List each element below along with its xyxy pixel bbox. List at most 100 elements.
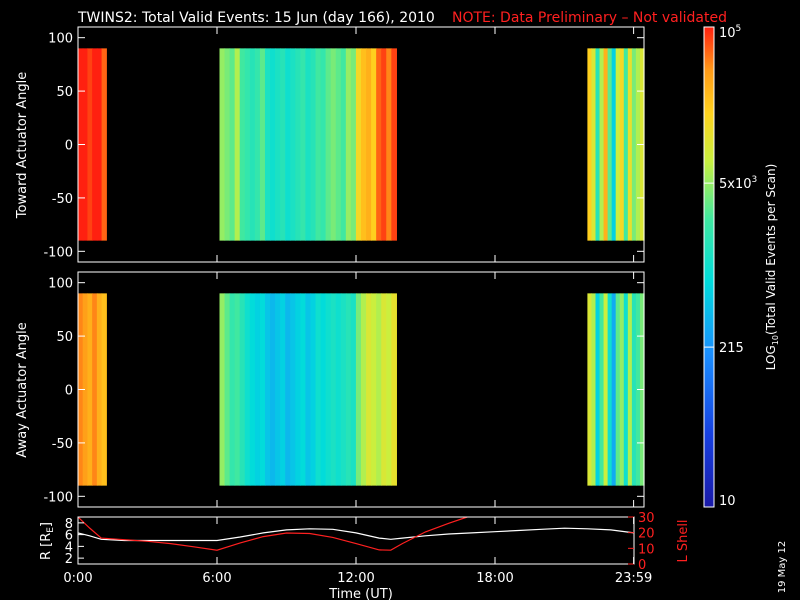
toward-cell bbox=[295, 48, 301, 241]
away-cell bbox=[391, 293, 397, 486]
toward-cell bbox=[603, 48, 609, 241]
away-cell bbox=[290, 293, 296, 486]
away-cell bbox=[300, 293, 307, 486]
toward-cell bbox=[219, 48, 226, 241]
toward-cell bbox=[361, 48, 367, 241]
away-cell bbox=[310, 293, 317, 486]
toward-cell bbox=[391, 48, 397, 241]
toward-cell bbox=[627, 48, 633, 241]
toward-cell bbox=[300, 48, 307, 241]
toward-cell bbox=[386, 48, 392, 241]
away-ytick-label: 50 bbox=[56, 330, 73, 345]
away-cell bbox=[371, 293, 377, 486]
orbit-y2tick-label: 0 bbox=[638, 558, 646, 573]
xtick-label: 23:59 bbox=[615, 571, 652, 586]
toward-ytick-label: -100 bbox=[43, 245, 73, 260]
toward-cell bbox=[290, 48, 296, 241]
date-stamp: 19 May 12 bbox=[777, 541, 788, 593]
away-cell bbox=[591, 293, 597, 486]
toward-cell bbox=[345, 48, 352, 241]
toward-cell bbox=[254, 48, 261, 241]
toward-cell bbox=[355, 48, 362, 241]
toward-cell bbox=[82, 48, 89, 241]
away-cell bbox=[259, 293, 266, 486]
toward-cell bbox=[611, 48, 617, 241]
toward-cell bbox=[335, 48, 342, 241]
colorbar-label-main: LOG bbox=[764, 345, 778, 370]
orbit-y2tick-label: 30 bbox=[638, 511, 655, 526]
away-cell bbox=[229, 293, 236, 486]
toward-cell bbox=[280, 48, 286, 241]
toward-cell bbox=[619, 48, 625, 241]
xtick-label: 18:00 bbox=[476, 571, 513, 586]
away-cell bbox=[285, 293, 291, 486]
away-cell bbox=[234, 293, 241, 486]
away-y-ticks: 100 50 0 -50 -100 bbox=[43, 277, 644, 505]
away-cell bbox=[376, 293, 382, 486]
away-cell bbox=[305, 293, 312, 486]
away-cell bbox=[386, 293, 392, 486]
toward-cell bbox=[229, 48, 236, 241]
away-cell bbox=[587, 293, 593, 486]
away-cell bbox=[219, 293, 226, 486]
colorbar-label: LOG10(Total Valid Events per Scan) bbox=[764, 164, 780, 371]
toward-cell bbox=[224, 48, 231, 241]
toward-cell bbox=[350, 48, 357, 241]
colorbar-fill bbox=[704, 27, 714, 507]
away-heatmap bbox=[78, 293, 645, 486]
toward-cell bbox=[259, 48, 266, 241]
away-cell bbox=[92, 293, 98, 486]
toward-cell bbox=[305, 48, 312, 241]
away-cell bbox=[96, 293, 103, 486]
toward-cell bbox=[249, 48, 256, 241]
preliminary-note: NOTE: Data Preliminary – Not validated bbox=[452, 10, 727, 26]
toward-cell bbox=[96, 48, 103, 241]
away-ytick-label: -100 bbox=[43, 490, 73, 505]
away-panel: 100 50 0 -50 -100 Away Actuator Angle bbox=[15, 271, 645, 508]
away-cell bbox=[335, 293, 342, 486]
toward-y-label: Toward Actuator Angle bbox=[15, 72, 30, 219]
away-cell bbox=[603, 293, 609, 486]
toward-cell bbox=[310, 48, 317, 241]
toward-cell bbox=[325, 48, 332, 241]
away-cell bbox=[275, 293, 281, 486]
orbit-y-label-main: R [R bbox=[39, 533, 54, 560]
toward-cell bbox=[381, 48, 387, 241]
away-cell bbox=[101, 293, 107, 486]
colorbar-tick-label: 105 bbox=[719, 24, 741, 41]
toward-cell bbox=[340, 48, 347, 241]
away-cell bbox=[264, 293, 271, 486]
away-cell bbox=[270, 293, 276, 486]
r-line bbox=[77, 527, 635, 542]
toward-panel: 100 50 0 -50 -100 Toward Actuator Angle bbox=[15, 26, 645, 263]
away-cell bbox=[627, 293, 633, 486]
away-ytick-label: 0 bbox=[65, 384, 73, 399]
toward-ytick-label: 0 bbox=[65, 139, 73, 154]
orbit-ytick-label: 2 bbox=[65, 552, 73, 567]
away-cell bbox=[340, 293, 347, 486]
toward-y-ticks: 100 50 0 -50 -100 bbox=[43, 32, 644, 260]
toward-cell bbox=[623, 48, 629, 241]
away-cell bbox=[361, 293, 367, 486]
colorbar-label-sub: 10 bbox=[771, 335, 780, 345]
away-cell bbox=[87, 293, 93, 486]
toward-cell bbox=[376, 48, 382, 241]
toward-cell bbox=[87, 48, 93, 241]
toward-cell bbox=[615, 48, 621, 241]
away-cell bbox=[350, 293, 357, 486]
away-y-label: Away Actuator Angle bbox=[15, 322, 30, 457]
away-cell bbox=[631, 293, 637, 486]
toward-cell bbox=[275, 48, 281, 241]
colorbar-tick-label: 10 bbox=[719, 494, 736, 509]
colorbar-label-rest: (Total Valid Events per Scan) bbox=[764, 164, 778, 335]
xtick-label: 12:00 bbox=[337, 571, 374, 586]
toward-cell bbox=[587, 48, 593, 241]
toward-cell bbox=[595, 48, 601, 241]
toward-cell bbox=[599, 48, 605, 241]
toward-heatmap bbox=[78, 48, 645, 241]
away-cell bbox=[239, 293, 246, 486]
toward-cell bbox=[607, 48, 613, 241]
